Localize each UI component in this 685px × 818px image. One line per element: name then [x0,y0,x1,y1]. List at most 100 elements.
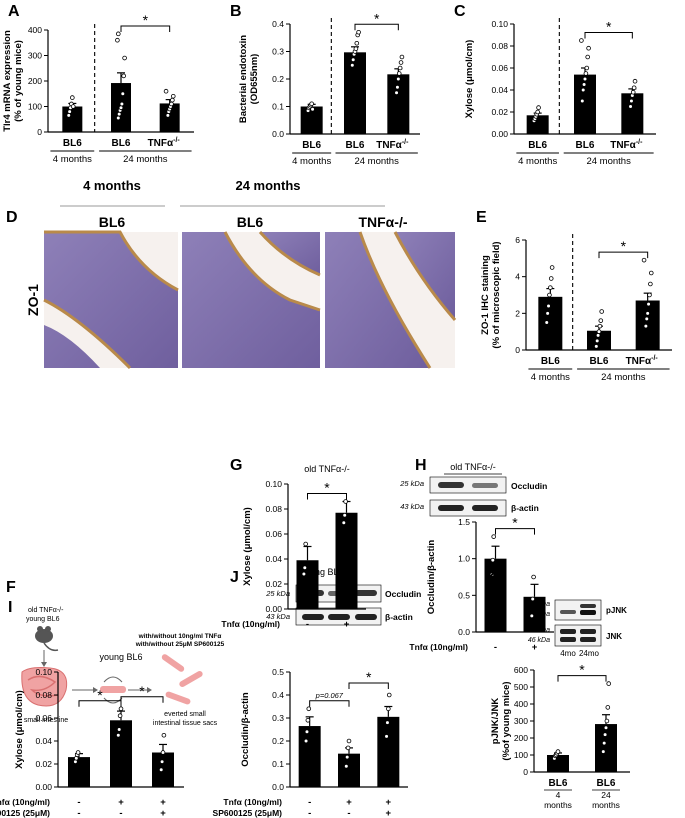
data-point [158,767,164,773]
data-point [122,55,127,61]
significance-bracket [598,251,649,259]
sacs-label-2: intestinal tissue sacs [153,720,218,727]
data-point [535,109,540,115]
category-label: TNFα-/- [610,139,643,151]
data-point [119,101,125,107]
tissue-sac-icon [161,654,203,705]
y-tick-label: 0.06 [265,529,282,539]
data-point [628,104,633,109]
panel-letter-A: A [8,3,20,20]
group-label: 4 months [53,154,92,165]
group-label-4-months: 4 months [83,178,141,193]
y-axis-label: Xylose (μmol/cm) [242,507,253,586]
condition-value: - [119,808,122,818]
significance-bracket [557,675,607,682]
y-tick-label: 0.04 [35,736,52,746]
bar [484,558,507,632]
data-point [536,105,541,110]
group-label: 4 months [292,156,331,167]
y-tick-label: 0 [37,127,42,137]
bar [595,724,617,772]
marker-label-zo1: ZO-1 [25,284,41,316]
data-point [583,71,589,76]
category-label: BL6 [549,778,568,789]
blot-j-label-2: β-actin [385,612,413,622]
data-point [547,292,552,298]
data-point [116,727,122,732]
significance-label: * [139,683,145,699]
y-tick-label: 0.4 [272,19,284,29]
data-point [396,71,402,76]
data-point [579,38,584,43]
blot-h-label-2: β-actin [511,503,539,513]
category-label: TNFα-/- [626,355,659,367]
micrograph-label-2: BL6 [237,214,264,230]
data-point [305,717,311,723]
y-tick-label: 0 [523,767,528,777]
data-point [399,54,405,60]
y-tick-label: 0.08 [35,690,52,700]
data-point [605,705,611,710]
data-point [354,40,360,46]
significance-bracket [354,23,399,31]
micrograph-label-1: BL6 [99,214,126,230]
data-point [630,89,636,95]
data-point [309,101,314,107]
y-tick-label: 0.00 [491,129,508,139]
condition-value: + [386,797,392,808]
panel-letter-F: F [6,579,16,596]
data-point [489,572,495,578]
data-point [641,257,647,263]
data-point [116,31,121,37]
data-point [118,706,124,712]
data-point [648,270,654,276]
y-tick-label: 2 [515,308,520,318]
chart-title: young BL6 [99,652,142,662]
y-axis-label: Occludin/β-actin [426,540,437,615]
panel-letter-H: H [415,457,427,474]
data-point [582,76,588,82]
y-tick-label: 1.5 [458,517,470,527]
chart-e: E 0 2 4 6 ZO-1 IHC staining(% of microscopic … [476,209,672,383]
significance-bracket [584,32,633,39]
condition-value: - [308,797,311,808]
significance-label: * [579,662,585,678]
data-point [386,692,392,698]
condition-value: - [347,808,350,818]
data-point [121,73,126,79]
category-label: TNFα-/- [148,137,181,149]
y-tick-label: 0.4 [272,690,284,700]
category-label: BL6 [597,778,616,789]
y-tick-label: 500 [514,682,528,692]
data-point [632,78,638,84]
data-point [580,87,586,93]
blot-j-kda-1: 25 kDa [265,589,290,598]
panel-letter-C: C [454,3,466,20]
significance-label: * [97,687,103,703]
y-tick-label: 4 [515,272,520,282]
category-label: TNFα-/- [376,139,409,151]
data-point [70,104,76,109]
panel-letter-I: I [8,599,12,616]
bar [377,716,400,787]
data-point [598,318,604,323]
panel-letter-J: J [230,569,239,586]
bar [338,753,360,787]
y-tick-label: 0.04 [491,85,508,95]
data-point [116,732,121,738]
data-point [548,285,553,290]
panel-letter-K: K [486,569,498,586]
data-point [585,54,590,60]
data-point [302,565,308,571]
data-point [384,734,389,739]
data-point [593,344,599,349]
data-point [602,732,608,737]
significance-bracket [495,528,535,535]
y-tick-label: 0.04 [265,554,282,564]
data-point [346,738,352,744]
category-label: BL6 [528,140,547,151]
blot-k-lane-1: 4mo [560,649,576,658]
bar [300,106,323,134]
group-label: 24 months [354,156,399,167]
y-tick-label: 200 [28,76,42,86]
